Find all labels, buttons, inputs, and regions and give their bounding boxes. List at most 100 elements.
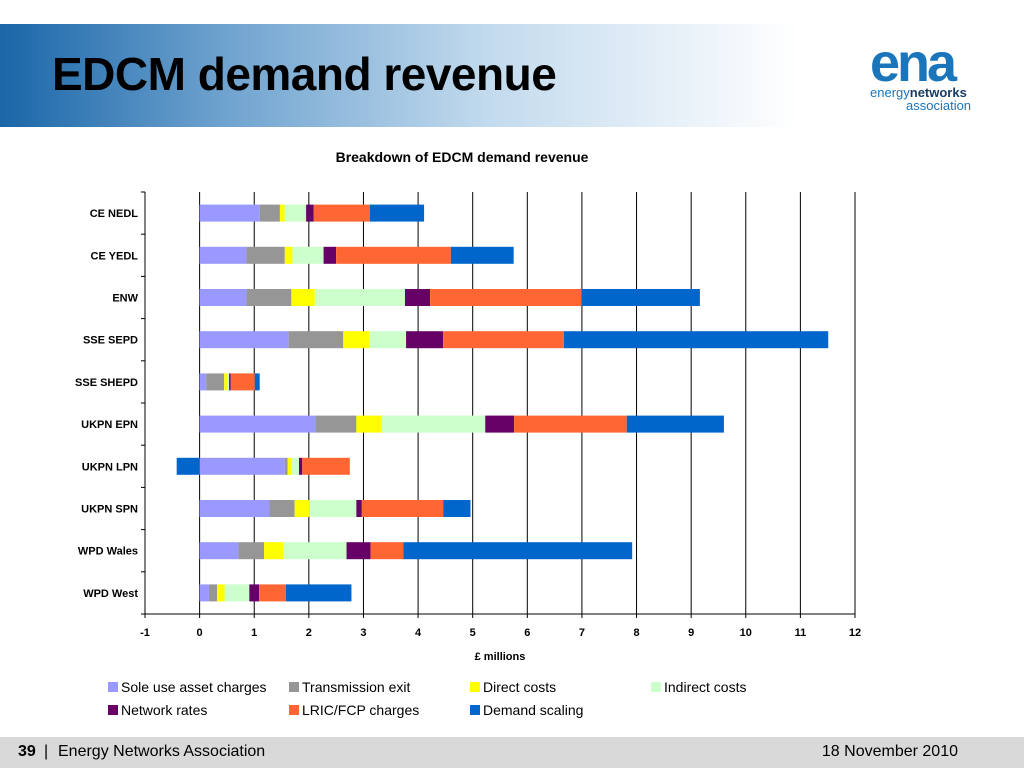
footer-date: 18 November 2010 (821, 743, 958, 760)
legend-item: Sole use asset charges (108, 679, 267, 695)
bar-segment (246, 246, 285, 264)
bar-segment (288, 331, 344, 349)
category-label: CE NEDL (90, 208, 139, 220)
x-tick-label: 4 (415, 627, 422, 639)
x-tick-label: 12 (849, 627, 861, 639)
legend-item: Network rates (108, 702, 207, 718)
category-label: ENW (112, 293, 138, 305)
footer-separator: | (44, 743, 49, 760)
bar-segment (227, 373, 230, 391)
bar-segment (291, 289, 315, 306)
bar-segment (199, 457, 285, 475)
bar-segment (199, 246, 247, 264)
bar-segment (269, 500, 295, 517)
legend-label: Network rates (121, 702, 207, 718)
x-tick-label: 2 (306, 627, 312, 639)
slide-title: EDCM demand revenue (52, 48, 557, 100)
legend-label: Demand scaling (483, 702, 583, 718)
bar-segment (199, 500, 270, 517)
legend-label: Direct costs (483, 679, 556, 695)
bar-segment (302, 457, 350, 475)
category-label: SSE SEPD (83, 335, 138, 347)
bar-segment (229, 373, 231, 391)
bar-segment (315, 415, 357, 433)
legend: Sole use asset charges Transmission exit D… (108, 679, 746, 718)
x-tick-label: 6 (524, 627, 530, 639)
legend-swatch (470, 705, 480, 715)
x-tick-label: 10 (740, 627, 752, 639)
bar-segment (443, 331, 564, 349)
legend-item: Transmission exit (289, 679, 411, 695)
bar-segment (264, 542, 284, 560)
category-label: SSE SHEPD (75, 377, 138, 389)
bar-segment (259, 204, 280, 222)
bar-segment (323, 246, 337, 264)
bar-segment (294, 500, 310, 517)
bar-segment (217, 584, 225, 602)
bar-segment (284, 246, 293, 264)
bar-segment (199, 542, 239, 560)
chart-title: Breakdown of EDCM demand revenue (336, 149, 589, 165)
bar-segment (369, 331, 407, 349)
bar-segment (563, 331, 829, 349)
bar-segment (443, 500, 471, 517)
legend-label: LRIC/FCP charges (302, 702, 419, 718)
axes (141, 191, 856, 618)
bar-segment (199, 331, 289, 349)
x-tick-labels: -1 0 1 2 3 4 5 6 7 8 9 10 11 12 (140, 627, 861, 639)
bar-segment (284, 457, 288, 475)
bar-segment (199, 373, 207, 391)
legend-swatch (470, 682, 480, 692)
footer-organization: Energy Networks Association (58, 743, 266, 760)
x-tick-label: 5 (470, 627, 476, 639)
x-tick-label: 11 (795, 627, 807, 639)
bar-segment (361, 500, 444, 517)
bar-segment (279, 204, 285, 222)
bar-segment (370, 542, 404, 560)
legend-swatch (108, 682, 118, 692)
bar-segment (199, 289, 247, 306)
legend-label: Indirect costs (664, 679, 746, 695)
bar-segment (254, 373, 260, 391)
bar-segment (199, 415, 316, 433)
bar-segment (176, 457, 200, 475)
bar-segment (246, 289, 292, 306)
bar-segment (292, 246, 324, 264)
x-axis-label: £ millions (475, 651, 526, 663)
ena-logo: ena energynetworks association (866, 36, 996, 116)
bar-segment (249, 584, 260, 602)
bar-segment (285, 584, 352, 602)
x-tick-label: -1 (140, 627, 150, 639)
bar-segment (356, 415, 383, 433)
bar-segment (259, 584, 286, 602)
logo-tagline: energynetworks (870, 86, 967, 100)
bar-segment (299, 457, 303, 475)
bar-segment (291, 457, 300, 475)
x-tick-label: 3 (360, 627, 366, 639)
bar-segment (430, 289, 582, 306)
bar-segment (336, 246, 451, 264)
stacked-bar-chart: Breakdown of EDCM demand revenue CE NEDL… (75, 149, 861, 718)
logo-word-networks: networks (909, 85, 967, 100)
bar-segment (404, 289, 431, 306)
category-labels: CE NEDL CE YEDL ENW SSE SEPD SSE SHEPD UKPN E… (75, 208, 139, 600)
legend-swatch (289, 705, 299, 715)
bar-segment (346, 542, 371, 560)
bar-segment (406, 331, 444, 349)
legend-item: Direct costs (470, 679, 556, 695)
category-label: WPD West (83, 588, 138, 600)
category-label: WPD Wales (78, 546, 138, 558)
bar-segment (514, 415, 627, 433)
bar-segment (284, 204, 307, 222)
legend-swatch (651, 682, 661, 692)
bar-segment (230, 373, 255, 391)
bar-segment (581, 289, 700, 306)
bar-segment (306, 204, 314, 222)
x-tick-label: 1 (251, 627, 257, 639)
bar-segment (283, 542, 347, 560)
legend-item: Indirect costs (651, 679, 746, 695)
bar-segment (356, 500, 362, 517)
bar-segment (370, 204, 425, 222)
category-label: UKPN EPN (81, 419, 138, 431)
x-tick-label: 9 (688, 627, 694, 639)
